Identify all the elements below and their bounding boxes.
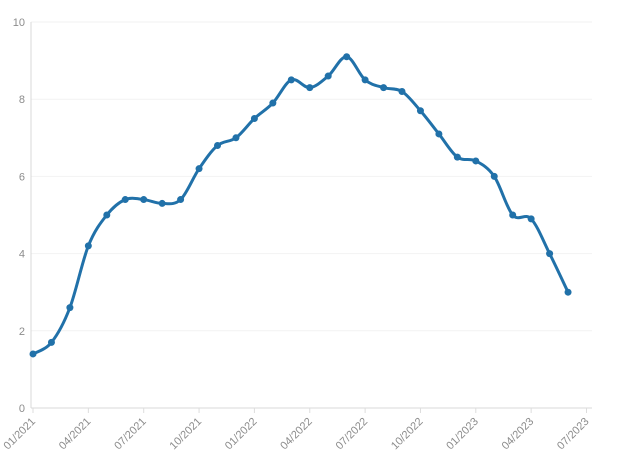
data-point-marker (416, 107, 424, 115)
data-point-marker (232, 134, 240, 142)
data-point-marker (509, 211, 517, 219)
data-point-marker (140, 196, 148, 204)
data-point-marker (361, 76, 369, 84)
data-point-marker (84, 242, 92, 250)
x-axis-tick-label: 07/2023 (555, 416, 592, 453)
x-axis-tick-label: 07/2022 (334, 416, 371, 453)
data-point-marker (250, 115, 258, 122)
y-axis-tick-label: 4 (19, 249, 25, 261)
y-axis-tick-label: 10 (13, 17, 25, 29)
x-axis-tick-label: 07/2021 (112, 416, 149, 453)
data-point-marker (269, 99, 277, 107)
y-axis-tick-label: 8 (19, 94, 25, 106)
data-point-marker (47, 338, 55, 346)
data-point-marker (214, 142, 221, 150)
data-point-marker (564, 288, 572, 296)
data-point-marker (66, 304, 74, 312)
data-point-marker (103, 211, 111, 219)
x-axis-tick-label: 04/2023 (500, 416, 537, 453)
x-axis-tick-label: 01/2022 (223, 416, 260, 453)
data-point-marker (546, 250, 554, 258)
data-point-marker (158, 199, 166, 207)
x-axis-tick-label: 04/2021 (57, 416, 94, 453)
y-axis-tick-label: 0 (19, 403, 25, 415)
data-point-marker (29, 350, 37, 358)
data-point-marker (453, 153, 461, 161)
data-point-marker (472, 157, 480, 165)
data-point-marker (287, 76, 295, 84)
data-point-marker (324, 72, 332, 80)
x-axis-tick-label: 10/2022 (389, 416, 426, 453)
data-point-marker (343, 53, 351, 61)
data-point-marker (490, 172, 498, 180)
data-point-marker (177, 196, 185, 204)
data-point-marker (435, 130, 443, 138)
data-point-marker (398, 87, 406, 95)
x-axis-tick-label: 10/2021 (168, 416, 205, 453)
data-point-marker (195, 165, 203, 173)
data-point-marker (306, 84, 314, 92)
data-point-marker (527, 215, 535, 223)
series-line (31, 55, 570, 356)
y-axis-tick-label: 2 (19, 326, 25, 338)
x-axis-tick-label: 01/2021 (2, 416, 39, 453)
y-axis-tick-label: 6 (19, 171, 25, 183)
data-point-marker (380, 84, 388, 92)
x-axis-tick-label: 04/2022 (278, 416, 315, 453)
x-axis-tick-label: 01/2023 (444, 416, 481, 453)
data-point-marker (121, 196, 129, 204)
